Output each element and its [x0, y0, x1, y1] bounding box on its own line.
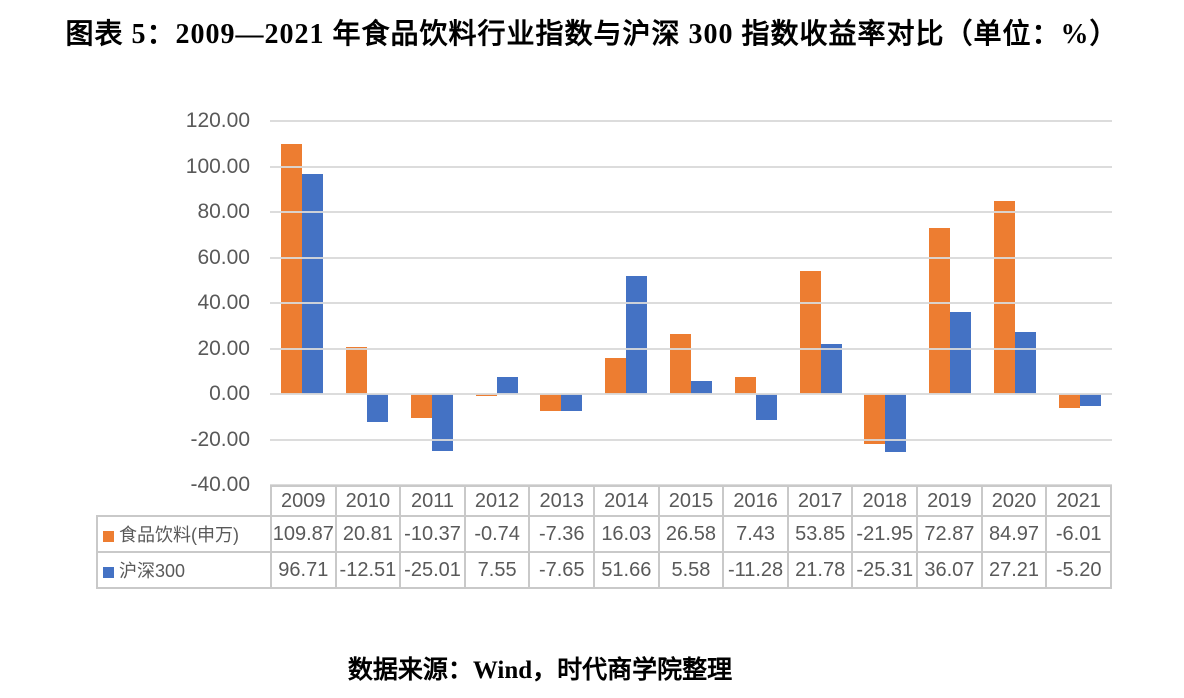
bar-series1-2014 [605, 357, 627, 394]
value-cell: 20.81 [334, 515, 402, 553]
series-label-cell: 食品饮料(申万) [96, 515, 272, 553]
legend-swatch-icon [103, 567, 114, 578]
year-header-cell: 2010 [334, 485, 402, 517]
value-cell: -21.95 [851, 515, 919, 553]
gridline [270, 120, 1112, 122]
gridline [270, 393, 1112, 395]
source-caption: 数据来源：Wind，时代商学院整理 [347, 657, 733, 684]
value-cell: 53.85 [786, 515, 854, 553]
value-cell: 5.58 [657, 551, 725, 589]
year-header-cell: 2015 [657, 485, 725, 517]
value-cell: 109.87 [270, 515, 337, 553]
gridline [270, 256, 1112, 259]
value-cell: 96.71 [270, 551, 337, 589]
value-cell: 7.55 [463, 551, 531, 589]
bar-series2-2018 [885, 394, 907, 452]
year-header-cell: 2017 [786, 485, 854, 517]
y-axis-tick-label: 60.00 [197, 245, 250, 269]
gridline [270, 302, 1112, 304]
bar-series2-2014 [626, 276, 648, 394]
year-header-cell: 2013 [528, 485, 596, 517]
y-axis-tick-label: 20.00 [197, 336, 250, 360]
year-header-cell: 2018 [851, 485, 919, 517]
plot-area [270, 120, 1112, 486]
y-axis-tick-label: 120.00 [185, 109, 250, 132]
bar-series1-2019 [929, 228, 951, 394]
bar-series2-2017 [820, 344, 842, 394]
column-chart: 2009 2010 2011 2012 2013 2014 2015 2016 2017 2018… [96, 109, 1112, 589]
value-cell: 26.58 [657, 515, 725, 553]
bar-series1-2016 [734, 377, 756, 394]
legend-swatch-icon [103, 531, 114, 542]
table-row-series1: 食品饮料(申万) 109.87 20.81 -10.37 -0.74 -7.36 16.03… [96, 515, 1112, 553]
value-cell: -10.37 [399, 515, 466, 553]
gridline [270, 484, 1112, 486]
chart-data-table: 2009 2010 2011 2012 2013 2014 2015 2016 2017 2018… [96, 485, 1112, 589]
value-cell: -6.01 [1045, 515, 1112, 553]
year-header-cell: 2021 [1045, 485, 1112, 517]
value-cell: -25.01 [399, 551, 466, 589]
value-cell: -5.20 [1045, 551, 1112, 589]
gridline [270, 211, 1112, 213]
bar-series2-2010 [367, 394, 389, 423]
bar-series2-2021 [1079, 394, 1101, 406]
year-header-cell: 2009 [270, 485, 337, 517]
bar-series2-2012 [496, 376, 518, 394]
gridline [270, 347, 1112, 350]
bar-series1-2011 [410, 394, 432, 418]
table-row-series2: 沪深300 96.71 -12.51 -25.01 7.55 -7.65 51.66 5.58… [96, 551, 1112, 589]
year-header-cell: 2011 [399, 485, 466, 517]
bar-series1-2013 [540, 394, 562, 411]
value-cell: -7.65 [528, 551, 596, 589]
bar-series1-2009 [281, 144, 303, 394]
bar-series2-2009 [302, 173, 324, 394]
y-axis-tick-label: -40.00 [190, 473, 250, 496]
value-cell: -25.31 [851, 551, 919, 589]
bar-series1-2017 [799, 271, 821, 394]
year-header-cell: 2012 [463, 485, 531, 517]
series-name: 沪深300 [119, 561, 186, 581]
bar-series2-2019 [950, 311, 972, 394]
year-header-cell: 2019 [916, 485, 983, 517]
gridline [270, 165, 1112, 168]
value-cell: 16.03 [593, 515, 660, 553]
year-header-row: 2009 2010 2011 2012 2013 2014 2015 2016 2017 2018… [97, 485, 1112, 517]
bar-series2-2011 [431, 394, 453, 451]
bar-series1-2015 [670, 333, 691, 394]
value-cell: 72.87 [916, 515, 983, 553]
year-header-cell: 2014 [593, 485, 660, 517]
value-cell: -11.28 [722, 551, 789, 589]
bar-series2-2020 [1014, 332, 1036, 394]
bar-series2-2015 [691, 381, 712, 394]
series-name: 食品饮料(申万) [119, 525, 239, 545]
year-header-cell: 2016 [722, 485, 789, 517]
value-cell: 27.21 [980, 551, 1048, 589]
value-cell: 36.07 [916, 551, 983, 589]
value-cell: 51.66 [593, 551, 660, 589]
bar-series1-2020 [993, 200, 1015, 394]
value-cell: -0.74 [463, 515, 531, 553]
value-cell: -12.51 [334, 551, 402, 589]
value-cell: 7.43 [722, 515, 789, 553]
y-axis-tick-label: -20.00 [190, 427, 250, 451]
table-corner-blank [97, 486, 271, 516]
bar-series1-2010 [346, 346, 368, 394]
y-axis-tick-label: 80.00 [197, 200, 250, 223]
value-cell: 84.97 [980, 515, 1048, 553]
value-cell: 21.78 [786, 551, 854, 589]
bar-series1-2021 [1058, 394, 1080, 408]
bar-series1-2018 [864, 394, 886, 444]
series-label-cell: 沪深300 [96, 551, 272, 589]
bar-series2-2013 [561, 394, 583, 412]
y-axis-tick-label: 100.00 [185, 154, 250, 178]
value-cell: -7.36 [528, 515, 596, 553]
bar-series2-2016 [755, 394, 777, 420]
y-axis-tick-label: 0.00 [209, 382, 250, 405]
gridline [270, 438, 1112, 441]
figure-title: 图表 5：2009—2021 年食品饮料行业指数与沪深 300 指数收益率对比（… [65, 19, 1119, 50]
year-header-cell: 2020 [980, 485, 1048, 517]
y-axis-tick-label: 40.00 [197, 291, 250, 314]
